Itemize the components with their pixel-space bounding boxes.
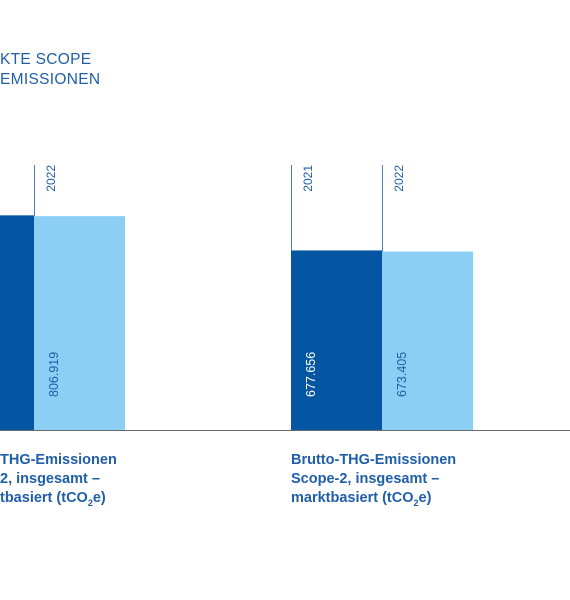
year-label: 2021 bbox=[301, 165, 315, 192]
group-label-line: THG-Emissionen bbox=[0, 452, 117, 468]
group-label-standortbasiert: THG-Emissionen 2, insgesamt – tbasiert (… bbox=[0, 451, 117, 508]
chart-title-line1: KTE SCOPE bbox=[0, 51, 92, 68]
bar-2022 bbox=[382, 251, 473, 430]
bar-2021 bbox=[291, 250, 382, 430]
data-label: 677.656 bbox=[304, 352, 318, 397]
data-label: 673.405 bbox=[395, 352, 409, 397]
bar-2021 bbox=[0, 215, 34, 430]
data-label: 806.919 bbox=[47, 352, 61, 397]
chart-title: KTE SCOPE EMISSIONEN bbox=[0, 50, 100, 90]
group-label-line: Scope-2, insgesamt – bbox=[291, 471, 440, 487]
year-label: 2022 bbox=[392, 165, 406, 192]
group-label-line: marktbasiert (tCO2e) bbox=[291, 490, 432, 508]
chart-title-line2: EMISSIONEN bbox=[0, 71, 101, 88]
bar-2022 bbox=[34, 216, 125, 430]
group-label-marktbasiert: Brutto-THG-Emissionen Scope-2, insgesamt… bbox=[291, 451, 456, 508]
group-label-line: 2, insgesamt – bbox=[0, 471, 100, 487]
group-label-line: Brutto-THG-Emissionen bbox=[291, 452, 457, 468]
group-label-line: tbasiert (tCO2e) bbox=[0, 490, 106, 508]
year-label: 2022 bbox=[44, 165, 58, 192]
